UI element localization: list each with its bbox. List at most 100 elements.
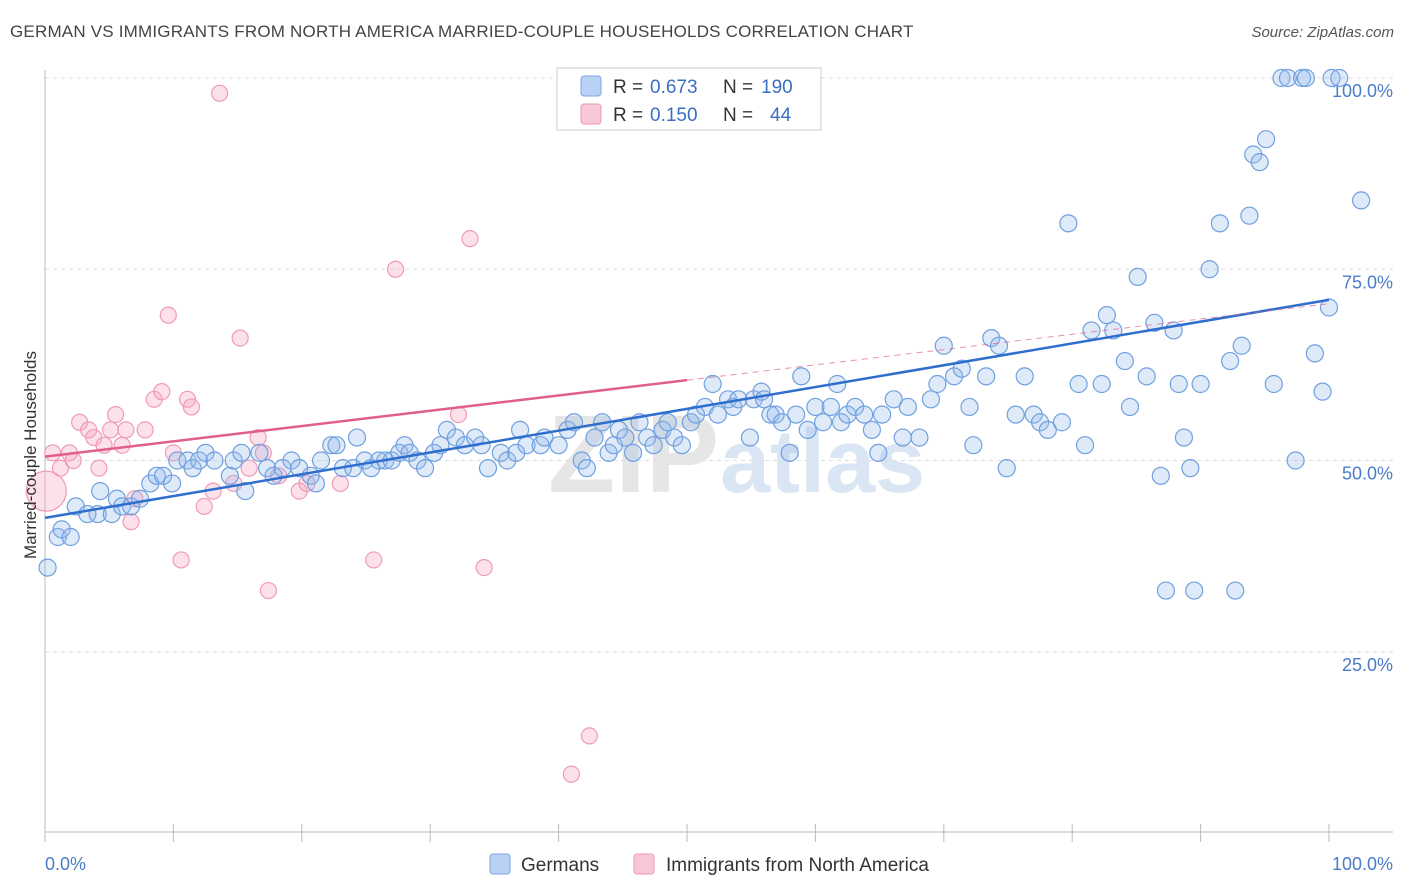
- point-germans: [577, 459, 596, 478]
- point-germans: [1059, 214, 1078, 233]
- point-germans: [960, 397, 979, 417]
- point-immigrants: [231, 329, 249, 347]
- point-germans: [623, 443, 643, 462]
- point-germans: [982, 329, 1001, 348]
- x-ticks: [44, 824, 1330, 842]
- bottom-legend-swatch-germans: [489, 853, 511, 875]
- point-germans: [893, 428, 912, 447]
- legend-r-value-immigrants: 0.150: [650, 105, 698, 126]
- point-germans: [1092, 374, 1111, 394]
- point-germans: [250, 443, 269, 462]
- point-germans: [1069, 374, 1088, 394]
- point-germans: [1226, 581, 1245, 600]
- chart-source: Source: ZipAtlas.com: [1251, 24, 1394, 41]
- trendline-immigrants: [44, 378, 688, 458]
- point-immigrants: [182, 398, 200, 416]
- point-germans: [1015, 367, 1034, 386]
- point-immigrants: [172, 551, 190, 569]
- bottom-legend: Germans Immigrants from North America: [489, 853, 929, 876]
- point-germans: [703, 374, 722, 394]
- gridlines: [45, 77, 1393, 653]
- point-immigrants: [159, 306, 177, 324]
- point-germans: [1232, 336, 1251, 355]
- legend-swatch-immigrants: [580, 103, 602, 125]
- legend-r-label-germans: R =: [613, 77, 643, 98]
- point-germans: [708, 405, 727, 424]
- point-germans: [163, 474, 182, 493]
- point-germans: [322, 436, 341, 455]
- point-immigrants: [153, 383, 171, 401]
- point-germans: [644, 436, 663, 455]
- point-immigrants: [386, 260, 405, 278]
- point-germans: [1313, 382, 1332, 401]
- point-germans: [306, 474, 326, 493]
- point-germans: [821, 397, 840, 417]
- legend-swatch-germans: [580, 75, 602, 97]
- point-germans: [1210, 214, 1229, 233]
- point-germans: [1181, 459, 1200, 478]
- point-germans: [415, 459, 435, 478]
- y-tick-label: 100.0%: [1332, 81, 1393, 101]
- point-germans: [910, 428, 929, 447]
- y-tick-label: 75.0%: [1342, 272, 1393, 292]
- point-immigrants: [51, 459, 70, 477]
- legend-n-value-germans: 190: [761, 77, 793, 98]
- point-germans: [1351, 191, 1371, 210]
- point-germans: [1322, 68, 1341, 88]
- point-immigrants: [90, 459, 108, 477]
- x-tick-label-min: 0.0%: [45, 854, 86, 874]
- point-germans: [1082, 321, 1101, 340]
- point-germans: [1305, 344, 1324, 363]
- point-germans: [952, 359, 971, 378]
- point-germans: [792, 367, 811, 386]
- point-germans: [1296, 68, 1315, 88]
- point-immigrants: [122, 513, 140, 531]
- point-germans: [147, 466, 166, 485]
- point-germans: [780, 443, 799, 462]
- point-germans: [1145, 313, 1164, 332]
- point-germans: [665, 428, 684, 447]
- point-immigrants: [136, 421, 154, 439]
- point-germans: [549, 436, 568, 455]
- point-immigrants: [195, 497, 213, 515]
- point-germans: [1272, 68, 1291, 88]
- point-germans: [964, 436, 983, 455]
- point-germans: [672, 436, 691, 455]
- trendline-germans: [44, 298, 1330, 520]
- point-immigrants: [113, 436, 131, 454]
- point-immigrants: [101, 421, 120, 439]
- point-immigrants: [331, 474, 349, 493]
- point-germans: [658, 413, 677, 432]
- point-germans: [928, 374, 947, 394]
- point-germans: [1330, 68, 1349, 88]
- point-germans: [311, 451, 331, 470]
- point-germans: [814, 413, 833, 432]
- point-germans: [798, 420, 817, 439]
- point-germans: [168, 451, 187, 470]
- series-germans-points: [38, 68, 1371, 600]
- point-immigrants: [117, 421, 135, 439]
- point-germans: [898, 397, 917, 417]
- point-germans: [1185, 581, 1204, 600]
- point-germans: [478, 459, 498, 478]
- point-germans: [977, 367, 996, 386]
- point-germans: [869, 443, 888, 462]
- point-germans: [1030, 413, 1050, 432]
- point-germans: [997, 459, 1016, 478]
- point-germans: [740, 428, 760, 447]
- point-germans: [1120, 397, 1140, 417]
- point-immigrants: [249, 428, 267, 447]
- point-germans: [232, 443, 251, 462]
- point-germans: [130, 489, 150, 508]
- point-germans: [1256, 130, 1276, 149]
- point-germans: [1250, 153, 1269, 172]
- point-germans: [616, 428, 635, 447]
- trendlines: [44, 298, 1330, 520]
- point-germans: [1097, 306, 1116, 325]
- point-germans: [1115, 351, 1134, 371]
- point-germans: [787, 405, 806, 424]
- y-tick-label: 50.0%: [1342, 464, 1393, 484]
- bottom-legend-label-germans: Germans: [521, 855, 599, 876]
- point-germans: [989, 336, 1009, 355]
- point-immigrants: [107, 406, 125, 424]
